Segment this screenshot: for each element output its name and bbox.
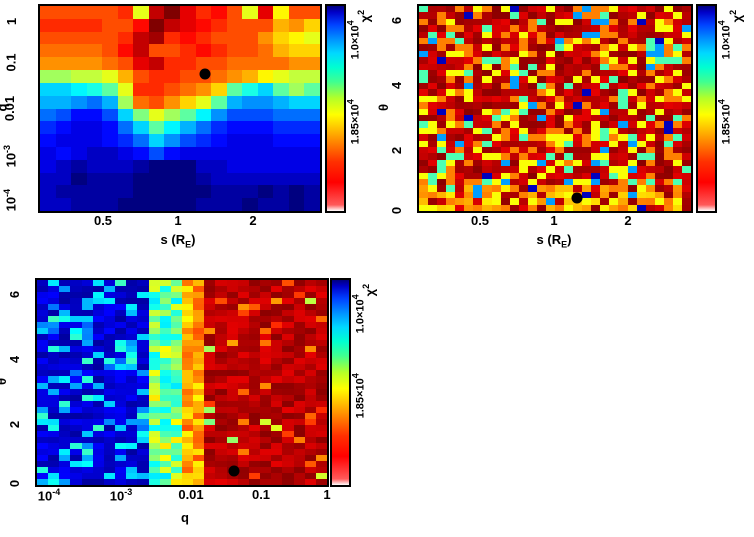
xtick-label: 2	[249, 213, 257, 228]
cb-lower-mantissa: 1.85×10	[354, 378, 367, 419]
panel-s-q-xlabel: s (RE)	[161, 232, 196, 250]
xlabel-close: )	[567, 232, 572, 247]
panel-s-q-ylabel: q	[0, 104, 9, 112]
panel-s-theta-colorbar	[696, 4, 717, 213]
xtick-label: 1	[550, 213, 558, 228]
xtick-label: 0.5	[93, 213, 113, 228]
xtick-label: 0.1	[251, 487, 271, 502]
cb-upper-exp: 4	[716, 20, 727, 26]
cb-lower-mantissa: 1.85×10	[349, 104, 362, 145]
cb-upper-exp: 4	[350, 294, 361, 300]
cb-title-chi: χ	[362, 288, 378, 297]
cb-title-chi: χ	[729, 14, 745, 23]
colorbar-tick-label: 1.0×104	[346, 20, 362, 59]
panel-s-q: 1 0.1 0.01 10-3 10-4 q 0.5 1 2 s (RE) 1.…	[0, 0, 380, 250]
cb-title-exp: 2	[361, 283, 372, 289]
best-fit-marker	[571, 192, 583, 204]
panel-s-theta: 6 4 2 0 θ 0.5 1 2 s (RE) 1.0×104 1.85×10…	[376, 0, 754, 250]
panel-q-theta-heatmap	[37, 280, 327, 485]
panel-q-theta-plot-area	[35, 278, 329, 487]
xlabel-text: s (R	[536, 232, 562, 247]
xtick-label: 10-3	[109, 487, 133, 504]
colorbar-tick-label: 1.85×104	[351, 373, 367, 418]
ytick-label: 1	[4, 17, 20, 26]
ytick-label: 10-4	[2, 188, 19, 212]
panel-s-q-plot-area	[38, 4, 322, 213]
ytick-label: 6	[389, 16, 405, 25]
xlabel-subscript: E	[561, 239, 568, 250]
cb-lower-exp: 4	[350, 373, 361, 379]
panel-s-theta-xlabel: s (RE)	[537, 232, 572, 250]
ytick-label: 4	[389, 81, 405, 90]
colorbar-gradient	[698, 6, 715, 211]
panel-q-theta: 6 4 2 0 θ 10-4 10-3 0.01 0.1 1 q 1.0×104…	[0, 270, 380, 537]
panel-q-theta-ylabel: θ	[0, 378, 9, 385]
colorbar-tick-label: 1.85×104	[717, 99, 733, 144]
cb-lower-exp: 4	[345, 99, 356, 105]
xtick-label: 0.01	[178, 487, 204, 502]
panel-s-theta-ylabel: θ	[376, 103, 392, 112]
colorbar-title: χ2	[728, 10, 744, 23]
colorbar-title: χ2	[356, 10, 372, 23]
colorbar-gradient	[327, 6, 344, 211]
cb-upper-mantissa: 1.0×10	[349, 25, 362, 60]
ytick-label: 6	[7, 290, 23, 299]
panel-q-theta-colorbar	[330, 278, 351, 487]
panel-s-theta-heatmap	[419, 6, 691, 211]
cb-upper-exp: 4	[345, 20, 356, 26]
panel-s-theta-plot-area	[417, 4, 693, 213]
colorbar-tick-label: 1.0×104	[351, 294, 367, 333]
xlabel-close: )	[191, 232, 196, 247]
colorbar-tick-label: 1.85×104	[346, 99, 362, 144]
cb-lower-exp: 4	[716, 99, 727, 105]
panel-s-q-heatmap	[40, 6, 320, 211]
ytick-label: 2	[7, 420, 23, 429]
ytick-label: 10-3	[2, 144, 19, 168]
xtick-label: 1	[323, 487, 331, 502]
cb-upper-mantissa: 1.0×10	[354, 299, 367, 334]
xlabel-text: s (R	[160, 232, 186, 247]
ytick-label: 0	[389, 206, 405, 215]
panel-s-q-colorbar	[325, 4, 346, 213]
colorbar-title: χ2	[361, 284, 377, 297]
ytick-label: 0	[7, 479, 23, 488]
ytick-label: 4	[7, 355, 23, 364]
colorbar-gradient	[332, 280, 349, 485]
cb-title-chi: χ	[357, 14, 373, 23]
xtick-label: 10-4	[37, 487, 61, 504]
cb-upper-mantissa: 1.0×10	[720, 25, 733, 60]
xtick-label: 0.5	[470, 213, 490, 228]
xtick-label: 1	[174, 213, 182, 228]
best-fit-marker	[228, 465, 240, 477]
panel-q-theta-xlabel: q	[181, 510, 189, 525]
ytick-label: 2	[389, 146, 405, 155]
cb-title-exp: 2	[728, 9, 739, 15]
xtick-label: 2	[624, 213, 632, 228]
cb-title-exp: 2	[356, 9, 367, 15]
best-fit-marker	[199, 68, 211, 80]
xlabel-subscript: E	[185, 239, 192, 250]
ytick-label: 0.1	[3, 53, 19, 72]
cb-lower-mantissa: 1.85×10	[720, 104, 733, 145]
colorbar-tick-label: 1.0×104	[717, 20, 733, 59]
